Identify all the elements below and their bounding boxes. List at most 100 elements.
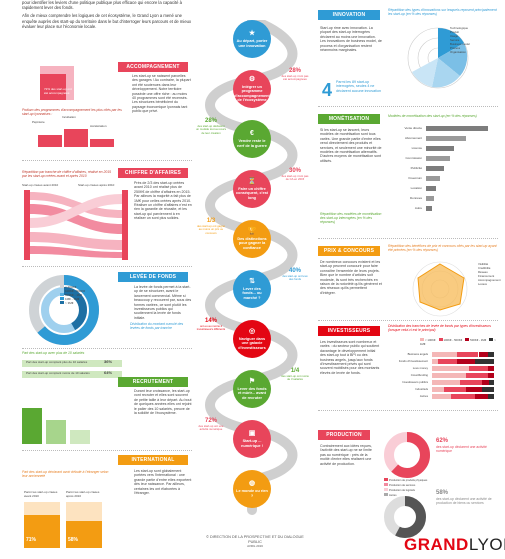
recrutement-row-value: 64% (104, 370, 113, 375)
podium-label-2: Pépinière (32, 120, 45, 124)
section-banner-chiffre: CHIFFRE D'AFFAIRES (118, 168, 188, 178)
innovation-radar-labels: Technologique Produit Usage Service Busi… (450, 26, 500, 54)
credits-date: AVRIL 2016 (247, 544, 263, 549)
logo-part-1: GRAND (404, 535, 469, 554)
legend-label: < 100K€ (65, 285, 77, 289)
monetisation-bar (426, 186, 436, 191)
investisseurs-bar-segment (469, 366, 488, 371)
investisseurs-legend-item: 500K€ - 1M€ (465, 338, 486, 342)
investisseurs-bar-segment (432, 380, 460, 385)
monetisation-bar-chart: Vente directe Abonnement Licence Commission… (388, 126, 500, 218)
investisseurs-bar-segment (487, 366, 494, 371)
monetisation-bar-label: Autre (414, 206, 422, 210)
investisseurs-bar-segment (450, 394, 476, 399)
radar-label: Visibilité (478, 262, 489, 266)
levee-donut-chart (29, 275, 99, 345)
radar-label: Organisation (450, 50, 466, 54)
investisseurs-row-label: Fonds d'investissement (398, 359, 428, 363)
international-value-before: 71% (26, 537, 37, 543)
investisseurs-legend-item: > 1M€ (420, 338, 496, 346)
stat-label: des start-up déclarent une activité de p… (436, 497, 492, 505)
investisseurs-bar-segment (438, 359, 457, 364)
legend-label: 100K€ - 500K€ (443, 338, 463, 342)
production-stat-2: 58% des start-up déclarent une activité … (436, 490, 496, 505)
credits-text: © DIRECTION DE LA PROSPECTIVE ET DU DIAL… (206, 535, 304, 544)
legend-label: 1M€ - 3M€ (65, 297, 80, 301)
innovation-caption: Répartition des types d'innovations sur … (388, 8, 497, 16)
journey-step-icon: ▣ (248, 430, 256, 438)
chiffre-flow-chart (24, 190, 128, 260)
recrutement-bars (22, 384, 122, 444)
investisseurs-bar-segment (481, 387, 494, 392)
accompagnement-square-chart (40, 66, 74, 100)
legend-swatch (420, 338, 424, 341)
journey-stat: 40% des start-up ont levé des fonds (280, 268, 310, 282)
journey-step: ★ Au départ, porter une innovation (233, 20, 271, 58)
investisseurs-bar-segment (489, 380, 494, 385)
production-donut-1 (384, 432, 430, 478)
journey-step: ⚑ Lever des fonds et mûrir... avant de re… (233, 370, 271, 408)
journey-stat-value: 28% (204, 118, 217, 124)
journey-step-label: Naviguer dans une galaxie d'investisseur… (238, 337, 266, 350)
journey-stat: 28% des start-up n'ont pas été accompagné… (280, 68, 310, 82)
journey-stat-label: des start-up ont gagné au moins un prix … (197, 224, 225, 235)
investisseurs-bar-segment (456, 352, 479, 357)
journey-stat-value: 1/4 (290, 368, 300, 374)
innovation-text: Start-up rime avec innovation. La plupar… (320, 26, 382, 53)
legend-swatch (489, 338, 494, 341)
divider (318, 238, 498, 239)
journey-step-icon: 🏆 (247, 228, 257, 236)
journey-stat-label: des start-up ont une activité numérique (198, 424, 224, 432)
monetisation-bar (426, 146, 454, 151)
monetisation-bar (426, 206, 432, 211)
journey-step: ◎ Naviguer dans une galaxie d'investisseu… (233, 320, 271, 358)
section-banner-prix: PRIX & CONCOURS (318, 246, 380, 256)
stat-label: des start-up déclarent une activité numé… (436, 445, 487, 453)
journey-step: ⏳ Faire un chiffre conséquent, c'est long (233, 170, 271, 208)
chiffre-before-label: Start-up créées avant 2010 (22, 183, 59, 187)
podium-label-3: Accélération (90, 124, 107, 128)
journey-stat-value: 1/3 (206, 218, 216, 224)
journey-step-label: Vendre reste le nerf de la guerre (237, 139, 267, 148)
journey-step-icon: ⏳ (247, 178, 257, 186)
monetisation-bar-label: Freemium (408, 176, 422, 180)
journey-stat-label: des start-up ont levé des fonds (282, 274, 308, 282)
production-legend: Production de produits physiques Product… (384, 478, 434, 498)
production-stat-1: 62% des start-up déclarent une activité … (436, 438, 496, 453)
investisseurs-text: Les investisseurs sont nombreux et varié… (320, 340, 380, 375)
legend-label: 500K€ - 1M€ (65, 293, 83, 297)
investisseurs-row-label: Investisseurs publics (402, 380, 428, 384)
investisseurs-bar-segment (487, 352, 494, 357)
production-text: Contrairement aux idées reçues, l'activi… (320, 444, 372, 466)
radar-label: Financement (478, 274, 495, 278)
international-caption: Part des start-up déclarant avoir débuté… (22, 470, 109, 478)
journey-step: ◍ Le monde ou rien ? (233, 470, 271, 508)
journey-stat: 72% des start-up ont une activité numériq… (196, 418, 226, 432)
international-value-after: 58% (68, 537, 79, 543)
investisseurs-bar-segment (466, 373, 488, 378)
investisseurs-row-label: Crowdfunding (410, 373, 428, 377)
journey-step-icon: ★ (248, 30, 256, 38)
monetisation-bar-label: Publicité (410, 166, 422, 170)
investisseurs-caption: Distribution des tranches de levée de fo… (388, 324, 491, 332)
section-banner-accompagnement: ACCOMPAGNEMENT (118, 62, 188, 72)
production-legend-item: Production de logiciels (384, 488, 434, 493)
legend-label: < 100K€ (425, 338, 436, 342)
levee-legend-item: 500K€ - 1M€ (60, 293, 85, 297)
journey-stat-label: des start-up n'ont pas de CA en 2015 (281, 174, 309, 182)
section-banner-monetisation: MONÉTISATION (318, 114, 380, 124)
innovation-big-label: Parmi les 89 start-up interrogées, seule… (336, 80, 381, 93)
divider (318, 410, 498, 411)
journey-step: ▣ Start-up ... numérique ! (233, 420, 271, 458)
radar-label: Réseau (478, 270, 488, 274)
grandlyon-logo: GRANDLYON (404, 535, 505, 555)
monetisation-bar-label: Commission (405, 156, 422, 160)
investisseurs-bar-segment (432, 387, 445, 392)
radar-label: Service (450, 38, 460, 42)
innovation-radar-chart (407, 27, 469, 89)
radar-label: Locaux (478, 282, 488, 286)
levee-legend-item: > 3M€ (60, 301, 85, 305)
journey-step-label: Lever des fonds... ou marché ? (242, 287, 262, 300)
international-text: Les start-up sont globalement portées ve… (134, 469, 192, 496)
